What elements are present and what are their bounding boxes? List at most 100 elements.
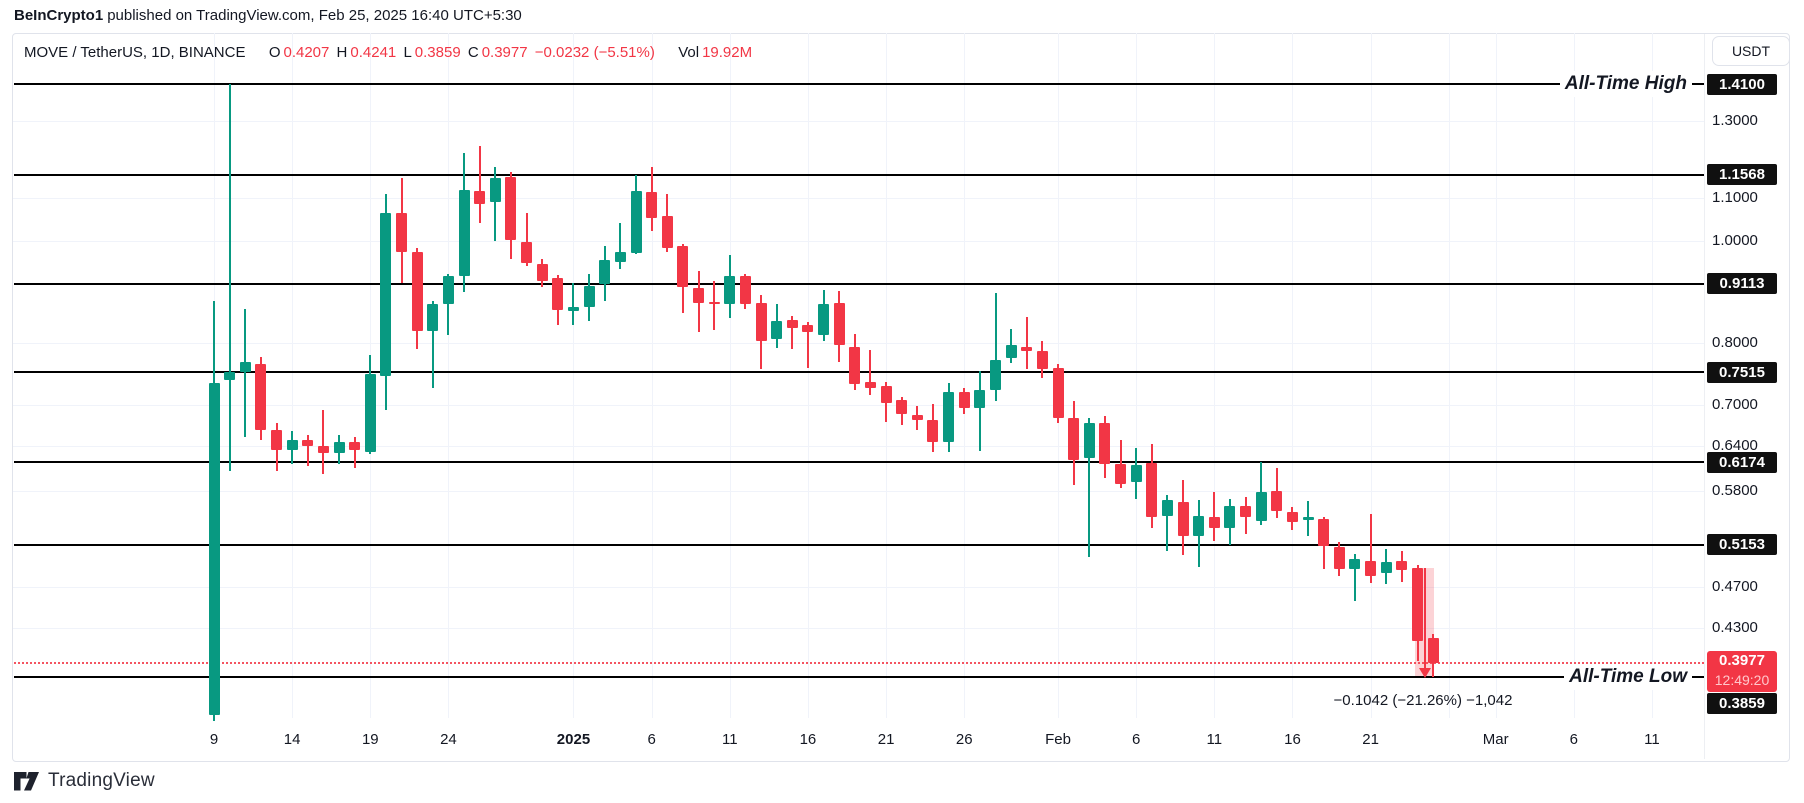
candle-body bbox=[739, 276, 751, 305]
level-line[interactable] bbox=[14, 282, 1704, 285]
candle-body bbox=[786, 319, 798, 328]
level-line[interactable] bbox=[14, 543, 1704, 546]
high-label: H bbox=[336, 44, 348, 61]
candle-body bbox=[614, 251, 626, 263]
symbol-header[interactable]: MOVE / TetherUS, 1D, BINANCE O 0.4207 H 0.… bbox=[24, 44, 755, 61]
grid-line-h bbox=[13, 121, 1704, 123]
candle-body bbox=[1052, 368, 1064, 418]
candle-body bbox=[396, 212, 408, 252]
tradingview-logo[interactable]: TradingView bbox=[13, 770, 155, 792]
candle-body bbox=[693, 288, 705, 304]
candle-body bbox=[1318, 519, 1330, 546]
candle-wick bbox=[431, 300, 434, 389]
candle-body bbox=[489, 178, 501, 202]
grid-line-v bbox=[1214, 33, 1216, 718]
price-tick-label: 0.4300 bbox=[1712, 618, 1758, 636]
candle-body bbox=[1021, 347, 1033, 351]
candle-wick bbox=[869, 350, 872, 396]
open-label: O bbox=[268, 44, 281, 61]
candle-body bbox=[802, 325, 814, 333]
time-tick-label: 14 bbox=[283, 731, 301, 748]
grid-line-h bbox=[13, 445, 1704, 447]
time-tick-label: 21 bbox=[1362, 731, 1379, 748]
candle-body bbox=[208, 383, 220, 716]
candle-body bbox=[833, 302, 845, 346]
candle-body bbox=[271, 430, 283, 450]
grid-line-v bbox=[1370, 33, 1372, 718]
grid-line-v bbox=[807, 33, 809, 718]
candle-body bbox=[505, 176, 517, 240]
candle-body bbox=[380, 212, 392, 377]
candle-body bbox=[1255, 492, 1267, 521]
time-tick-label: 11 bbox=[1206, 731, 1223, 748]
time-tick-label: 16 bbox=[799, 731, 817, 748]
grid-line-v bbox=[651, 33, 653, 718]
candle-wick bbox=[353, 437, 356, 468]
time-tick-label: 19 bbox=[361, 731, 379, 748]
grid-line-h bbox=[13, 627, 1704, 629]
candle-wick bbox=[525, 212, 528, 267]
candle-body bbox=[755, 302, 767, 341]
price-tick-label: 0.4700 bbox=[1712, 577, 1758, 595]
candle-body bbox=[411, 251, 423, 331]
range-change-label: −0.1042 (−21.26%) −1,042 bbox=[1333, 692, 1513, 709]
candlestick-plot[interactable]: All-Time High All-Time Low −0.1042 (−21.26… bbox=[13, 33, 1704, 721]
candle-wick bbox=[994, 292, 997, 402]
current-price-line bbox=[14, 662, 1704, 665]
candle-body bbox=[990, 360, 1001, 391]
grid-line-v bbox=[1651, 33, 1653, 718]
candle-body bbox=[818, 304, 830, 336]
candle-body bbox=[771, 321, 783, 340]
candle-countdown: 12:49:20 bbox=[1714, 672, 1770, 689]
candle-body bbox=[724, 276, 736, 305]
grid-line-h bbox=[13, 404, 1704, 406]
symbol-title[interactable]: MOVE / TetherUS, 1D, BINANCE bbox=[24, 44, 246, 61]
candle-body bbox=[1083, 422, 1095, 458]
candle-wick bbox=[1213, 492, 1216, 541]
price-tick-label: 0.5800 bbox=[1712, 481, 1758, 499]
candle-wick bbox=[1088, 417, 1091, 557]
candle-body bbox=[677, 245, 689, 288]
level-line[interactable] bbox=[14, 83, 1704, 85]
price-range-arrow-line bbox=[1424, 567, 1426, 670]
candle-body bbox=[1068, 417, 1080, 461]
candle-body bbox=[1286, 511, 1298, 522]
price-level-badge: 0.3859 bbox=[1707, 692, 1777, 714]
time-tick-label: Mar bbox=[1482, 731, 1509, 748]
level-line[interactable] bbox=[14, 461, 1704, 464]
candle-wick bbox=[1166, 494, 1169, 552]
candle-body bbox=[927, 419, 939, 442]
currency-toggle-button[interactable]: USDT bbox=[1712, 36, 1790, 66]
candle-wick bbox=[791, 315, 794, 350]
candle-body bbox=[708, 301, 720, 304]
candle-body bbox=[1115, 463, 1127, 484]
candle-body bbox=[302, 439, 314, 446]
candle-body bbox=[442, 276, 454, 305]
candle-body bbox=[1224, 505, 1236, 528]
candle-body bbox=[911, 415, 923, 420]
grid-line-v bbox=[886, 33, 888, 718]
candle-wick bbox=[322, 409, 325, 474]
level-line[interactable] bbox=[14, 173, 1704, 176]
grid-line-v bbox=[1448, 33, 1450, 718]
candle-body bbox=[239, 362, 251, 372]
candle-wick bbox=[978, 371, 981, 452]
grid-line-v bbox=[1495, 33, 1497, 718]
candle-body bbox=[224, 371, 236, 381]
level-line[interactable] bbox=[14, 676, 1704, 679]
candle-body bbox=[943, 392, 955, 442]
grid-line-v bbox=[1292, 33, 1294, 718]
candle-wick bbox=[1369, 514, 1372, 583]
current-price-badge: 0.3977 12:49:20 bbox=[1707, 651, 1777, 693]
candle-wick bbox=[1353, 554, 1356, 601]
candle-wick bbox=[713, 281, 716, 330]
close-value: 0.3977 bbox=[481, 44, 528, 61]
candle-body bbox=[1005, 345, 1017, 358]
price-tick-label: 1.1000 bbox=[1712, 188, 1758, 206]
candle-body bbox=[1427, 637, 1439, 664]
tradingview-logo-icon bbox=[14, 771, 39, 790]
candle-wick bbox=[806, 322, 809, 369]
time-tick-label: 11 bbox=[1644, 731, 1660, 748]
candle-body bbox=[1208, 516, 1220, 528]
